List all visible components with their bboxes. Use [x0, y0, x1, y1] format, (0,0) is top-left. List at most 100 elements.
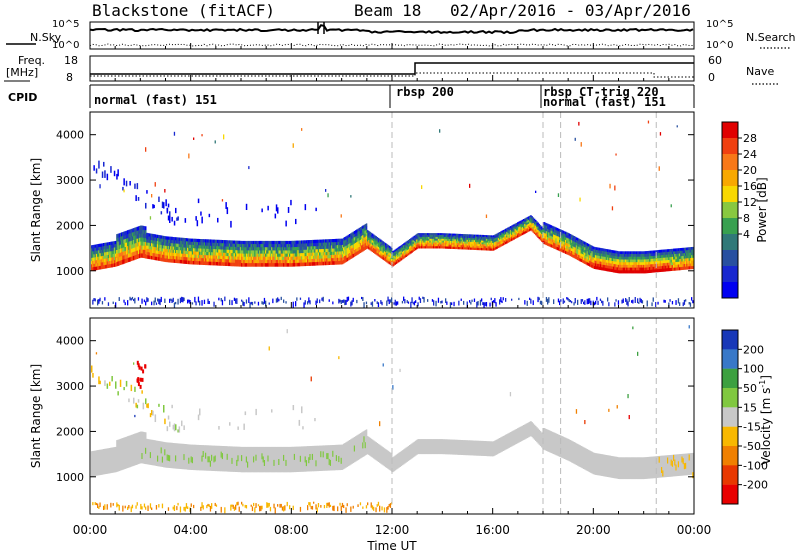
power-cell	[421, 240, 423, 243]
power-cell	[111, 263, 113, 268]
power-cell	[490, 246, 493, 249]
power-cell	[511, 225, 513, 228]
power-cell	[254, 301, 256, 304]
power-cell	[284, 253, 286, 258]
velocity-heatmap-marks	[91, 318, 694, 514]
power-cell	[370, 302, 372, 305]
power-cell	[652, 264, 655, 268]
power-cell	[674, 267, 676, 271]
power-cell	[273, 247, 275, 251]
power-cell	[511, 236, 513, 239]
power-cell	[349, 253, 351, 257]
power-cell	[400, 247, 403, 250]
power-cell	[128, 257, 130, 262]
power-cell	[191, 251, 194, 255]
power-cell	[460, 241, 463, 244]
power-cell	[272, 259, 274, 264]
power-cell	[593, 263, 596, 267]
power-cell	[153, 237, 155, 241]
power-cell	[535, 233, 537, 236]
power-cell	[652, 253, 655, 257]
power-cell	[549, 232, 551, 236]
velocity-cell	[341, 502, 344, 508]
power-cell	[254, 240, 256, 245]
velocity-cell	[99, 449, 101, 476]
power-cell	[238, 253, 241, 257]
power-cell	[439, 129, 441, 133]
power-cell	[158, 241, 160, 245]
power-cell	[436, 244, 439, 247]
power-cell	[332, 239, 334, 243]
velocity-cell	[338, 356, 340, 360]
power-cell	[189, 238, 191, 243]
velocity-cell	[285, 459, 287, 466]
power-cell	[619, 270, 621, 274]
velocity-cell	[171, 404, 173, 409]
power-cell	[537, 228, 539, 231]
power-cell	[299, 256, 302, 260]
velocity-cell	[154, 414, 157, 423]
power-cell	[377, 251, 380, 255]
power-cell	[308, 252, 310, 257]
velocity-cell	[323, 505, 326, 509]
power-cell	[521, 227, 524, 230]
power-cell	[626, 254, 628, 258]
power-cell	[343, 260, 345, 264]
power-cell	[387, 247, 389, 250]
power-cell	[161, 254, 164, 259]
power-cell	[278, 263, 280, 267]
velocity-cell	[316, 507, 318, 513]
velocity-cell	[272, 446, 274, 473]
power-cell	[536, 223, 538, 226]
power-cell	[621, 262, 623, 266]
power-cell	[178, 253, 181, 257]
power-cell	[514, 232, 517, 236]
power-cell	[488, 238, 490, 242]
power-cell	[203, 258, 206, 262]
velocity-cell	[151, 410, 153, 416]
power-cell	[592, 265, 595, 269]
power-cell	[365, 236, 368, 240]
power-cell	[689, 263, 692, 267]
power-cell	[154, 240, 157, 245]
power-cell	[640, 262, 643, 266]
velocity-cell	[283, 454, 285, 461]
power-cell	[292, 240, 295, 245]
power-cell	[322, 261, 325, 266]
power-cell	[287, 244, 290, 248]
power-cell	[649, 264, 651, 268]
power-cell	[202, 248, 205, 253]
power-cell	[302, 262, 304, 267]
power-cell	[139, 249, 141, 255]
power-cell	[271, 247, 273, 251]
power-cell	[545, 231, 548, 235]
power-cell	[137, 254, 140, 259]
power-cell	[233, 246, 236, 251]
power-cell	[669, 251, 671, 255]
power-cell	[199, 258, 201, 262]
power-cell	[284, 263, 286, 267]
power-cell	[343, 244, 345, 248]
power-cell	[485, 237, 488, 240]
power-cell	[485, 235, 488, 238]
velocity-cell	[361, 432, 363, 458]
power-cell	[260, 240, 262, 245]
power-cell	[371, 244, 374, 248]
power-cell	[117, 257, 119, 262]
power-cell	[245, 299, 248, 304]
power-cell	[542, 240, 544, 244]
power-cell	[104, 242, 106, 247]
power-cell	[478, 247, 481, 251]
power-cell	[95, 260, 98, 264]
power-cell	[430, 236, 433, 240]
power-cell	[445, 238, 447, 242]
power-cell	[344, 249, 346, 254]
power-cell	[463, 235, 465, 239]
power-cell	[397, 258, 399, 262]
power-cell	[681, 250, 683, 254]
power-cell	[514, 229, 517, 232]
power-cell	[110, 166, 112, 173]
power-cell	[392, 264, 394, 267]
power-cell	[517, 224, 519, 227]
power-cell	[485, 302, 488, 307]
